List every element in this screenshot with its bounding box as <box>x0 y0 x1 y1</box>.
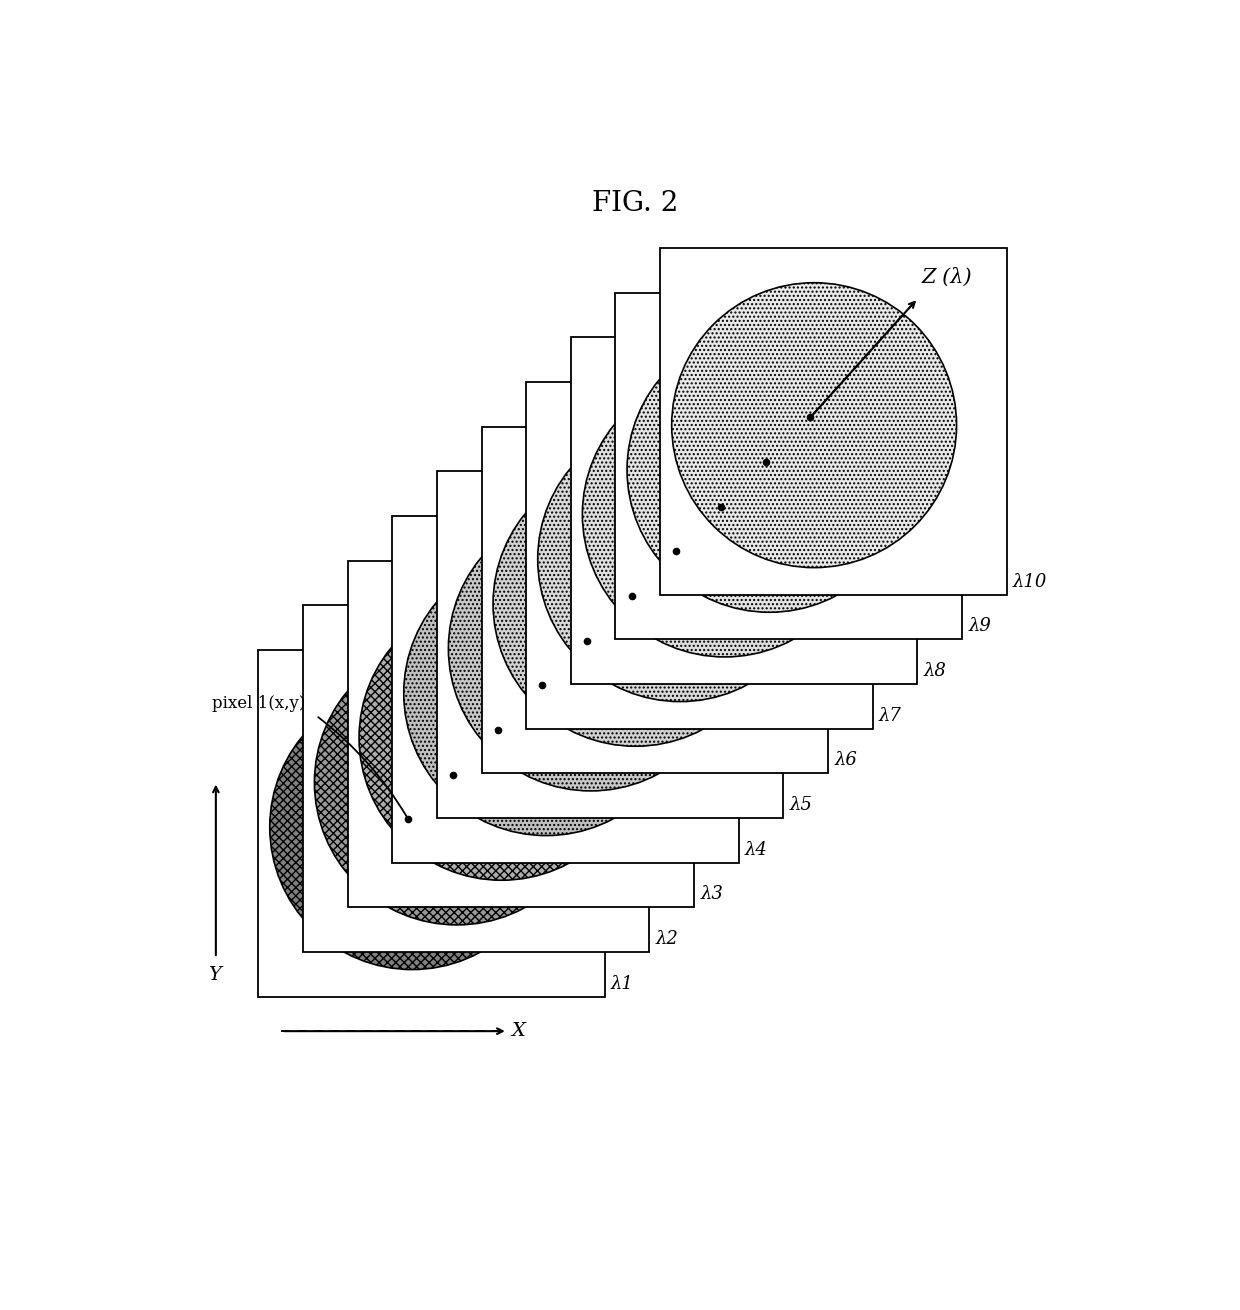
Bar <box>570 338 918 684</box>
Text: λ1: λ1 <box>611 975 634 993</box>
Text: λ5: λ5 <box>790 796 812 814</box>
Ellipse shape <box>404 550 688 836</box>
Text: λ8: λ8 <box>924 662 946 680</box>
Bar <box>481 427 828 773</box>
Ellipse shape <box>627 328 911 612</box>
Text: λ6: λ6 <box>835 752 857 769</box>
Text: X: X <box>512 1022 526 1040</box>
Text: pixel 1(x,y): pixel 1(x,y) <box>212 694 305 711</box>
Ellipse shape <box>270 685 554 969</box>
Text: λ3: λ3 <box>701 886 723 904</box>
Bar <box>347 561 694 908</box>
Bar <box>660 248 1007 595</box>
Text: λ9: λ9 <box>968 617 991 635</box>
Bar <box>392 516 739 862</box>
Ellipse shape <box>538 417 822 702</box>
Bar <box>258 650 605 997</box>
Text: λ10: λ10 <box>1013 572 1047 591</box>
Text: λ4: λ4 <box>745 841 768 858</box>
Text: λ2: λ2 <box>656 930 678 948</box>
Ellipse shape <box>583 372 867 656</box>
Ellipse shape <box>494 461 777 747</box>
Ellipse shape <box>315 641 599 925</box>
Text: Y: Y <box>208 965 221 984</box>
Text: FIG. 2: FIG. 2 <box>593 190 678 217</box>
Ellipse shape <box>672 283 956 567</box>
Bar <box>436 472 784 817</box>
Text: λ7: λ7 <box>879 706 901 724</box>
Bar <box>526 383 873 728</box>
Bar <box>615 292 962 639</box>
Ellipse shape <box>449 506 733 791</box>
Text: Z (λ): Z (λ) <box>921 267 972 287</box>
Bar <box>303 605 650 952</box>
Ellipse shape <box>360 595 644 880</box>
